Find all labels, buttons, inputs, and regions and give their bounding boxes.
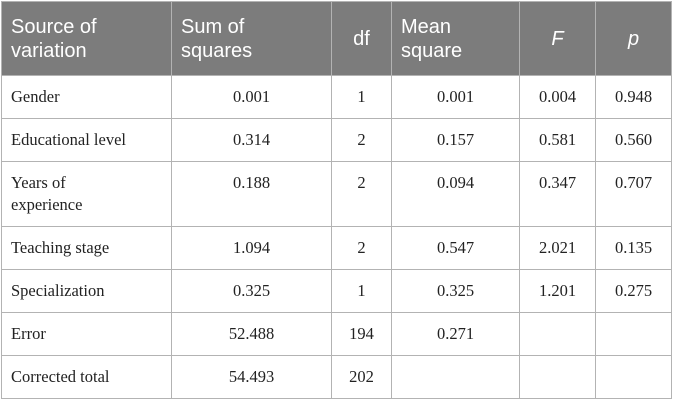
cell-sum-of-squares: 1.094 xyxy=(171,226,332,270)
cell-p: 0.135 xyxy=(595,226,672,270)
table-row: Years of experience 0.188 2 0.094 0.347 0… xyxy=(1,161,672,227)
table-row: Error 52.488 194 0.271 xyxy=(1,312,672,356)
cell-f: 0.347 xyxy=(519,161,596,227)
cell-sum-of-squares: 0.188 xyxy=(171,161,332,227)
cell-source: Educational level xyxy=(1,118,172,162)
cell-source: Specialization xyxy=(1,269,172,313)
cell-mean-square xyxy=(391,355,520,399)
header-mean-square: Mean square xyxy=(391,1,520,76)
cell-sum-of-squares: 0.001 xyxy=(171,75,332,119)
header-source-of-variation: Source of variation xyxy=(1,1,172,76)
cell-mean-square: 0.547 xyxy=(391,226,520,270)
cell-p: 0.275 xyxy=(595,269,672,313)
cell-df: 1 xyxy=(331,75,392,119)
table-row: Educational level 0.314 2 0.157 0.581 0.… xyxy=(1,118,672,162)
cell-df: 202 xyxy=(331,355,392,399)
header-sum-of-squares: Sum of squares xyxy=(171,1,332,76)
cell-sum-of-squares: 0.314 xyxy=(171,118,332,162)
cell-mean-square: 0.157 xyxy=(391,118,520,162)
cell-mean-square: 0.001 xyxy=(391,75,520,119)
cell-sum-of-squares: 54.493 xyxy=(171,355,332,399)
cell-source: Years of experience xyxy=(1,161,172,227)
cell-source: Error xyxy=(1,312,172,356)
table-header-row: Source of variation Sum of squares df Mean… xyxy=(1,1,672,76)
cell-p xyxy=(595,312,672,356)
cell-f: 0.581 xyxy=(519,118,596,162)
cell-sum-of-squares: 52.488 xyxy=(171,312,332,356)
cell-p: 0.707 xyxy=(595,161,672,227)
cell-df: 2 xyxy=(331,226,392,270)
cell-f xyxy=(519,312,596,356)
anova-table: Source of variation Sum of squares df Mean… xyxy=(1,1,672,399)
table-row: Corrected total 54.493 202 xyxy=(1,355,672,399)
cell-source: Teaching stage xyxy=(1,226,172,270)
cell-df: 2 xyxy=(331,118,392,162)
cell-p: 0.948 xyxy=(595,75,672,119)
header-df: df xyxy=(331,1,392,76)
table-row: Specialization 0.325 1 0.325 1.201 0.275 xyxy=(1,269,672,313)
cell-df: 2 xyxy=(331,161,392,227)
cell-f: 1.201 xyxy=(519,269,596,313)
cell-mean-square: 0.325 xyxy=(391,269,520,313)
cell-mean-square: 0.271 xyxy=(391,312,520,356)
cell-f: 2.021 xyxy=(519,226,596,270)
cell-df: 194 xyxy=(331,312,392,356)
cell-p xyxy=(595,355,672,399)
cell-f xyxy=(519,355,596,399)
header-f: F xyxy=(519,1,596,76)
cell-source: Gender xyxy=(1,75,172,119)
cell-mean-square: 0.094 xyxy=(391,161,520,227)
cell-f: 0.004 xyxy=(519,75,596,119)
cell-p: 0.560 xyxy=(595,118,672,162)
anova-table-container: Source of variation Sum of squares df Mean… xyxy=(1,1,672,399)
table-row: Gender 0.001 1 0.001 0.004 0.948 xyxy=(1,75,672,119)
cell-source: Corrected total xyxy=(1,355,172,399)
cell-df: 1 xyxy=(331,269,392,313)
cell-sum-of-squares: 0.325 xyxy=(171,269,332,313)
table-row: Teaching stage 1.094 2 0.547 2.021 0.135 xyxy=(1,226,672,270)
header-p: p xyxy=(595,1,672,76)
